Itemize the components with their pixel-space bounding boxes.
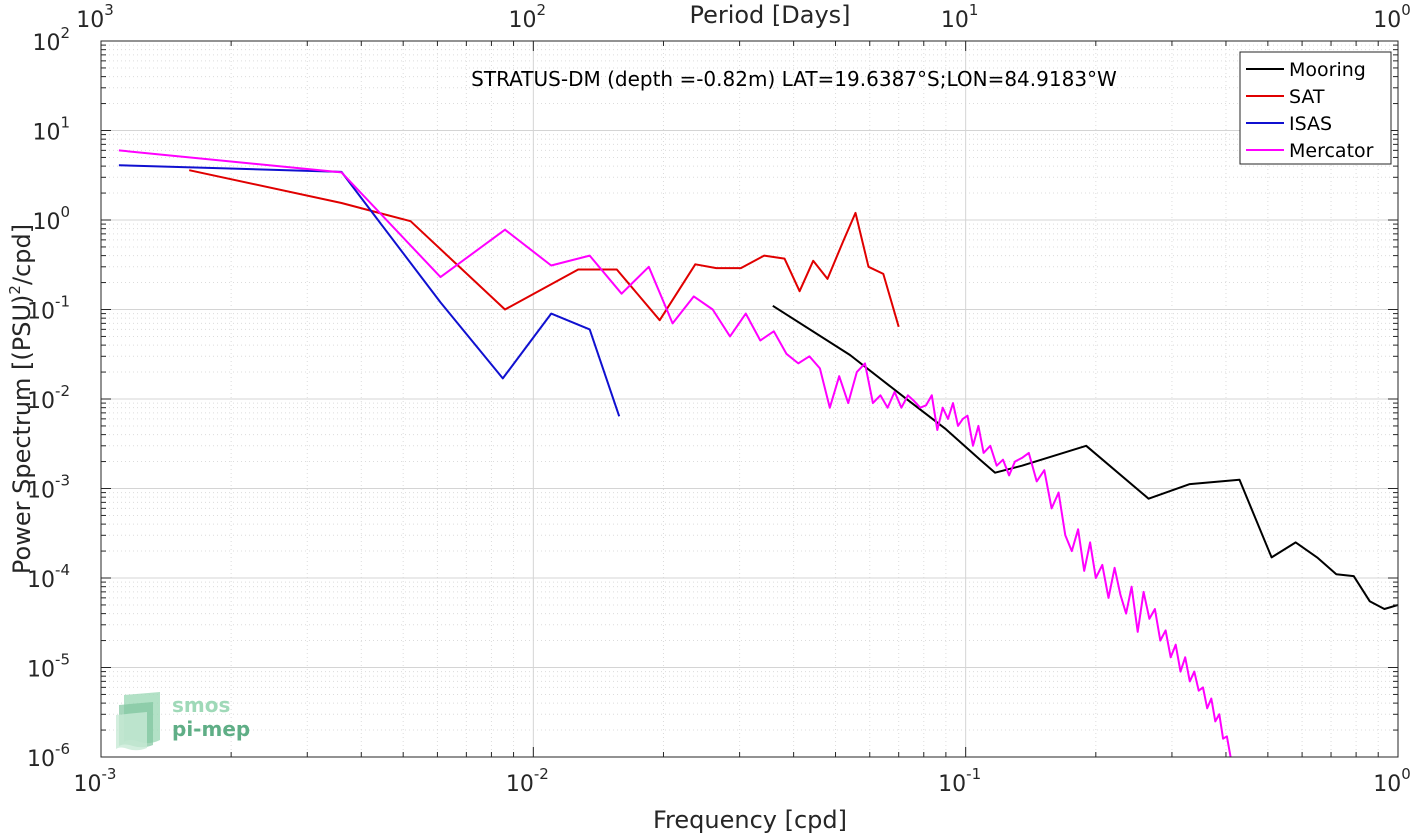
series-line-mooring xyxy=(772,304,1398,610)
x-tick-exp: -3 xyxy=(102,765,117,783)
y-tick-base: 10 xyxy=(27,300,55,325)
y-tick-label: 101 xyxy=(32,114,70,146)
x-tick-base: 10 xyxy=(1373,772,1401,797)
x-tick-label: 100 xyxy=(1373,765,1411,797)
y-tick-exp: -2 xyxy=(55,382,70,400)
x-tick-base: 10 xyxy=(506,772,534,797)
x-tick-label: 10-1 xyxy=(938,765,981,797)
x-tick-exp: 0 xyxy=(1401,765,1411,783)
y-axis-title-sup: 2 xyxy=(6,285,24,295)
x-axis-title: Frequency [cpd] xyxy=(653,806,847,834)
x-tick-base: 10 xyxy=(74,772,102,797)
y-tick-exp: -4 xyxy=(55,561,70,579)
logo-wave-front xyxy=(116,712,147,751)
y-tick-label: 10-5 xyxy=(27,651,70,683)
minor-grid xyxy=(101,41,1398,757)
y-tick-base: 10 xyxy=(32,121,60,146)
legend-label-isas: ISAS xyxy=(1289,113,1332,135)
y-axis-title: Power Spectrum [(PSU)2/cpd] xyxy=(6,224,36,574)
x-tick-exp: -1 xyxy=(966,765,981,783)
y-tick-exp: 2 xyxy=(60,24,70,42)
logo-text-pi-mep: pi-mep xyxy=(172,717,250,741)
axis-ticks xyxy=(100,40,1399,758)
y-tick-base: 10 xyxy=(27,389,55,414)
x-tick-label: 10-2 xyxy=(506,765,549,797)
x-tick-base: 10 xyxy=(938,772,966,797)
x2-tick-label: 101 xyxy=(941,1,979,33)
x2-tick-exp: 0 xyxy=(1401,1,1411,19)
x2-tick-base: 10 xyxy=(509,8,537,33)
series-line-mercator xyxy=(118,149,1232,757)
y-tick-exp: 1 xyxy=(60,114,70,132)
legend-label-mercator: Mercator xyxy=(1289,140,1374,162)
y-tick-base: 10 xyxy=(27,747,55,772)
y-tick-label: 10-4 xyxy=(27,561,70,593)
y-axis-title-main: Power Spectrum [(PSU) xyxy=(8,295,36,574)
y-tick-base: 10 xyxy=(27,568,55,593)
series-lines xyxy=(118,149,1398,757)
logo-text-smos: smos xyxy=(172,693,230,717)
series-line-sat xyxy=(188,169,900,328)
y-tick-exp: -6 xyxy=(55,740,70,758)
legend-label-mooring: Mooring xyxy=(1289,59,1366,81)
x-tick-label: 10-3 xyxy=(74,765,117,797)
y-tick-exp: -5 xyxy=(55,651,70,669)
smos-pi-mep-logo: smos pi-mep xyxy=(116,692,250,751)
x2-axis-title: Period [Days] xyxy=(689,1,850,29)
legend-box xyxy=(1239,51,1392,165)
y-tick-label: 102 xyxy=(32,24,70,56)
y-axis-title-end: /cpd] xyxy=(8,224,36,285)
x2-tick-base: 10 xyxy=(1373,8,1401,33)
y-tick-label: 10-6 xyxy=(27,740,70,772)
y-tick-label: 10-2 xyxy=(27,382,70,414)
legend: Mooring SAT ISAS Mercator xyxy=(1239,51,1392,165)
y-tick-exp: -3 xyxy=(55,472,70,490)
x2-tick-label: 100 xyxy=(1373,1,1411,33)
x2-tick-base: 10 xyxy=(941,8,969,33)
y-tick-base: 10 xyxy=(27,479,55,504)
y-tick-label: 10-3 xyxy=(27,472,70,504)
chart-title: STRATUS-DM (depth =-0.82m) LAT=19.6387°S… xyxy=(471,67,1117,91)
x2-tick-exp: 3 xyxy=(104,1,114,19)
x-tick-exp: -2 xyxy=(534,765,549,783)
legend-label-sat: SAT xyxy=(1289,86,1325,108)
y-tick-exp: -1 xyxy=(55,293,70,311)
y-tick-base: 10 xyxy=(32,210,60,235)
y-tick-label: 10-1 xyxy=(27,293,70,325)
y-tick-base: 10 xyxy=(32,31,60,56)
x2-tick-exp: 2 xyxy=(537,1,547,19)
y-tick-label: 100 xyxy=(32,203,70,235)
x2-tick-label: 103 xyxy=(76,1,114,33)
y-tick-exp: 0 xyxy=(60,203,70,221)
x2-tick-base: 10 xyxy=(76,8,104,33)
x2-tick-exp: 1 xyxy=(969,1,979,19)
x2-tick-label: 102 xyxy=(509,1,547,33)
y-tick-base: 10 xyxy=(27,658,55,683)
